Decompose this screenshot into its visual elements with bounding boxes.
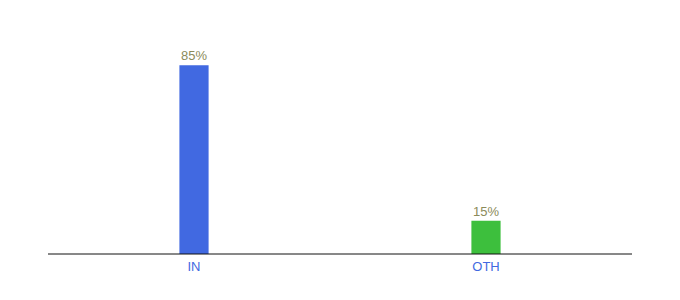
svg-text:OTH: OTH xyxy=(472,259,499,274)
svg-text:85%: 85% xyxy=(181,48,207,63)
svg-text:15%: 15% xyxy=(473,204,499,219)
svg-text:IN: IN xyxy=(188,259,201,274)
